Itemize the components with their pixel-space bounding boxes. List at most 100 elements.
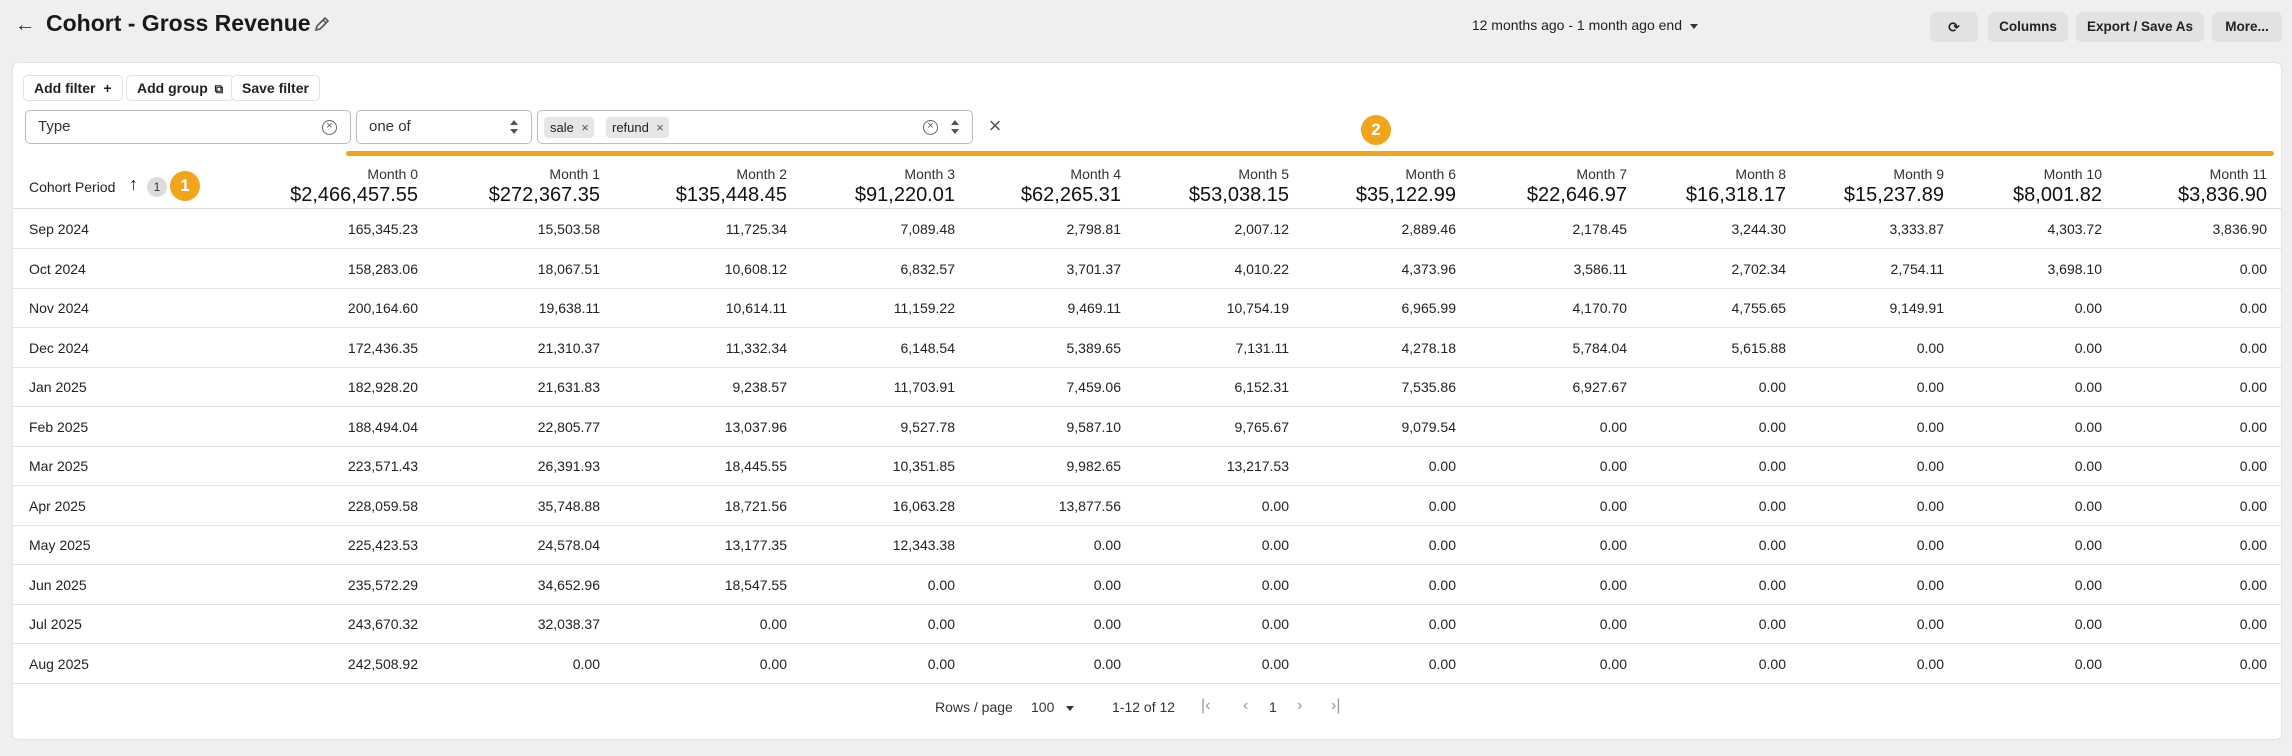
- edit-pencil-icon[interactable]: [312, 14, 332, 34]
- value-cell: 158,283.06: [347, 260, 418, 277]
- table-row[interactable]: Jul 2025 243,670.32 32,038.37 0.00 0.00 0.00 0…: [13, 605, 2281, 644]
- table-row[interactable]: Mar 2025 223,571.43 26,391.93 18,445.55 10,3…: [13, 447, 2281, 486]
- value-cell: 7,535.86: [1401, 379, 1457, 395]
- month-total: $53,038.15: [1188, 184, 1289, 206]
- remove-filter-icon[interactable]: ×: [988, 113, 1002, 138]
- rows-per-page-value: 100: [1031, 699, 1055, 715]
- month-column-header[interactable]: Month 1 $272,367.35: [400, 165, 600, 207]
- cohort-period-header[interactable]: Cohort Period: [29, 179, 116, 195]
- export-save-button[interactable]: Export / Save As: [2076, 12, 2204, 42]
- cohort-period-cell: May 2025: [29, 537, 91, 553]
- table-row[interactable]: Oct 2024 158,283.06 18,067.51 10,608.12 6,83…: [13, 250, 2281, 289]
- value-cell: 0.00: [1261, 576, 1289, 593]
- value-cell: 0.00: [1916, 339, 1944, 356]
- value-cell: 11,159.22: [893, 300, 955, 316]
- month-total: $16,318.17: [1685, 184, 1786, 206]
- value-cell: 235,572.29: [347, 576, 418, 593]
- value-cell: 0.00: [1758, 616, 1786, 632]
- table-row[interactable]: Aug 2025 242,508.92 0.00 0.00 0.00 0.00 0.00 0.…: [13, 645, 2281, 684]
- value-cell: 10,614.11: [725, 300, 787, 316]
- table-row[interactable]: Feb 2025 188,494.04 22,805.77 13,037.96 9,52…: [13, 408, 2281, 447]
- filter-field-select[interactable]: Type ×: [25, 110, 351, 144]
- value-cell: 21,631.83: [537, 379, 600, 395]
- filter-values-select[interactable]: sale × refund × ×: [537, 110, 973, 144]
- value-cell: 3,244.30: [1731, 221, 1787, 237]
- value-cell: 223,571.43: [347, 458, 418, 474]
- value-cell: 11,332.34: [725, 339, 787, 356]
- month-column-header[interactable]: Month 7 $22,646.97: [1427, 165, 1627, 207]
- month-column-header[interactable]: Month 11 $3,836.90: [2067, 165, 2267, 207]
- last-page-icon[interactable]: ›|: [1331, 697, 1341, 714]
- table-row[interactable]: Sep 2024 165,345.23 15,503.58 11,725.34 7,08…: [13, 210, 2281, 249]
- month-label: Month 0: [367, 166, 418, 182]
- month-column-header[interactable]: Month 9 $15,237.89: [1744, 165, 1944, 207]
- value-cell: 0.00: [2074, 300, 2102, 316]
- cohort-period-cell: Jul 2025: [29, 616, 82, 632]
- value-cell: 18,445.55: [724, 458, 787, 474]
- refresh-button[interactable]: ⟳: [1930, 12, 1978, 42]
- add-group-button[interactable]: Add group ⧉: [126, 75, 235, 101]
- value-cell: 3,836.90: [2212, 221, 2268, 237]
- more-button[interactable]: More...: [2212, 12, 2282, 42]
- table-row[interactable]: Apr 2025 228,059.58 35,748.88 18,721.56 16,0…: [13, 487, 2281, 526]
- month-label: Month 11: [2209, 166, 2267, 182]
- back-arrow-icon[interactable]: ←: [15, 14, 35, 36]
- save-filter-button[interactable]: Save filter: [231, 75, 320, 101]
- first-page-icon[interactable]: |‹: [1201, 697, 1211, 714]
- value-cell: 0.00: [2074, 379, 2102, 395]
- clear-icon[interactable]: ×: [322, 120, 337, 135]
- value-cell: 0.00: [927, 655, 955, 672]
- value-cell: 6,152.31: [1234, 379, 1290, 395]
- value-cell: 0.00: [1599, 576, 1627, 593]
- remove-tag-icon[interactable]: ×: [656, 120, 664, 135]
- date-range-select[interactable]: 12 months ago - 1 month ago end: [1472, 17, 1698, 33]
- value-cell: 0.00: [2239, 616, 2267, 632]
- add-filter-button[interactable]: Add filter +: [23, 75, 123, 101]
- month-column-header[interactable]: Month 4 $62,265.31: [921, 165, 1121, 207]
- remove-tag-icon[interactable]: ×: [581, 120, 589, 135]
- value-cell: 0.00: [1599, 616, 1627, 632]
- value-cell: 0.00: [927, 616, 955, 632]
- value-cell: 15,503.58: [537, 221, 600, 237]
- value-cell: 0.00: [1599, 655, 1627, 672]
- table-row[interactable]: May 2025 225,423.53 24,578.04 13,177.35 12,3…: [13, 526, 2281, 565]
- value-cell: 18,067.51: [537, 260, 600, 277]
- month-column-header[interactable]: Month 3 $91,220.01: [755, 165, 955, 207]
- month-column-header[interactable]: Month 2 $135,448.45: [587, 165, 787, 207]
- table-row[interactable]: Nov 2024 200,164.60 19,638.11 10,614.11 11,1…: [13, 289, 2281, 328]
- value-cell: 0.00: [2074, 458, 2102, 474]
- month-column-header[interactable]: Month 8 $16,318.17: [1586, 165, 1786, 207]
- value-cell: 12,343.38: [892, 537, 955, 553]
- month-column-header[interactable]: Month 0 $2,466,457.55: [218, 165, 418, 207]
- sort-ascending-icon[interactable]: ↑: [129, 174, 138, 194]
- next-page-icon[interactable]: ›: [1297, 697, 1303, 714]
- page-title: Cohort - Gross Revenue: [46, 10, 311, 36]
- refresh-icon: ⟳: [1948, 19, 1960, 35]
- columns-button[interactable]: Columns: [1988, 12, 2068, 42]
- cohort-period-cell: Sep 2024: [29, 221, 89, 237]
- rows-per-page-label: Rows / page: [935, 699, 1013, 715]
- previous-page-icon[interactable]: ‹: [1243, 697, 1249, 714]
- value-cell: 0.00: [1428, 458, 1456, 474]
- value-cell: 7,459.06: [1066, 379, 1122, 395]
- month-column-header[interactable]: Month 10 $8,001.82: [1902, 165, 2102, 207]
- value-cell: 0.00: [2074, 418, 2102, 435]
- value-cell: 9,765.67: [1234, 418, 1290, 435]
- value-cell: 172,436.35: [347, 339, 418, 356]
- month-total: $22,646.97: [1526, 184, 1627, 206]
- table-row[interactable]: Jun 2025 235,572.29 34,652.96 18,547.55 0.00…: [13, 566, 2281, 605]
- value-cell: 0.00: [2074, 655, 2102, 672]
- clear-icon[interactable]: ×: [923, 120, 938, 135]
- month-column-header[interactable]: Month 6 $35,122.99: [1256, 165, 1456, 207]
- value-cell: 13,217.53: [1226, 458, 1289, 474]
- value-cell: 2,178.45: [1572, 221, 1628, 237]
- value-cell: 3,701.37: [1066, 260, 1122, 277]
- rows-per-page-select[interactable]: 100: [1031, 699, 1075, 715]
- table-row[interactable]: Dec 2024 172,436.35 21,310.37 11,332.34 6,14…: [13, 329, 2281, 368]
- table-row[interactable]: Jan 2025 182,928.20 21,631.83 9,238.57 11,70…: [13, 368, 2281, 407]
- value-cell: 5,389.65: [1066, 339, 1122, 356]
- filter-operator-select[interactable]: one of: [356, 110, 532, 144]
- value-cell: 2,798.81: [1066, 221, 1122, 237]
- cohort-period-cell: Feb 2025: [29, 418, 89, 435]
- month-column-header[interactable]: Month 5 $53,038.15: [1089, 165, 1289, 207]
